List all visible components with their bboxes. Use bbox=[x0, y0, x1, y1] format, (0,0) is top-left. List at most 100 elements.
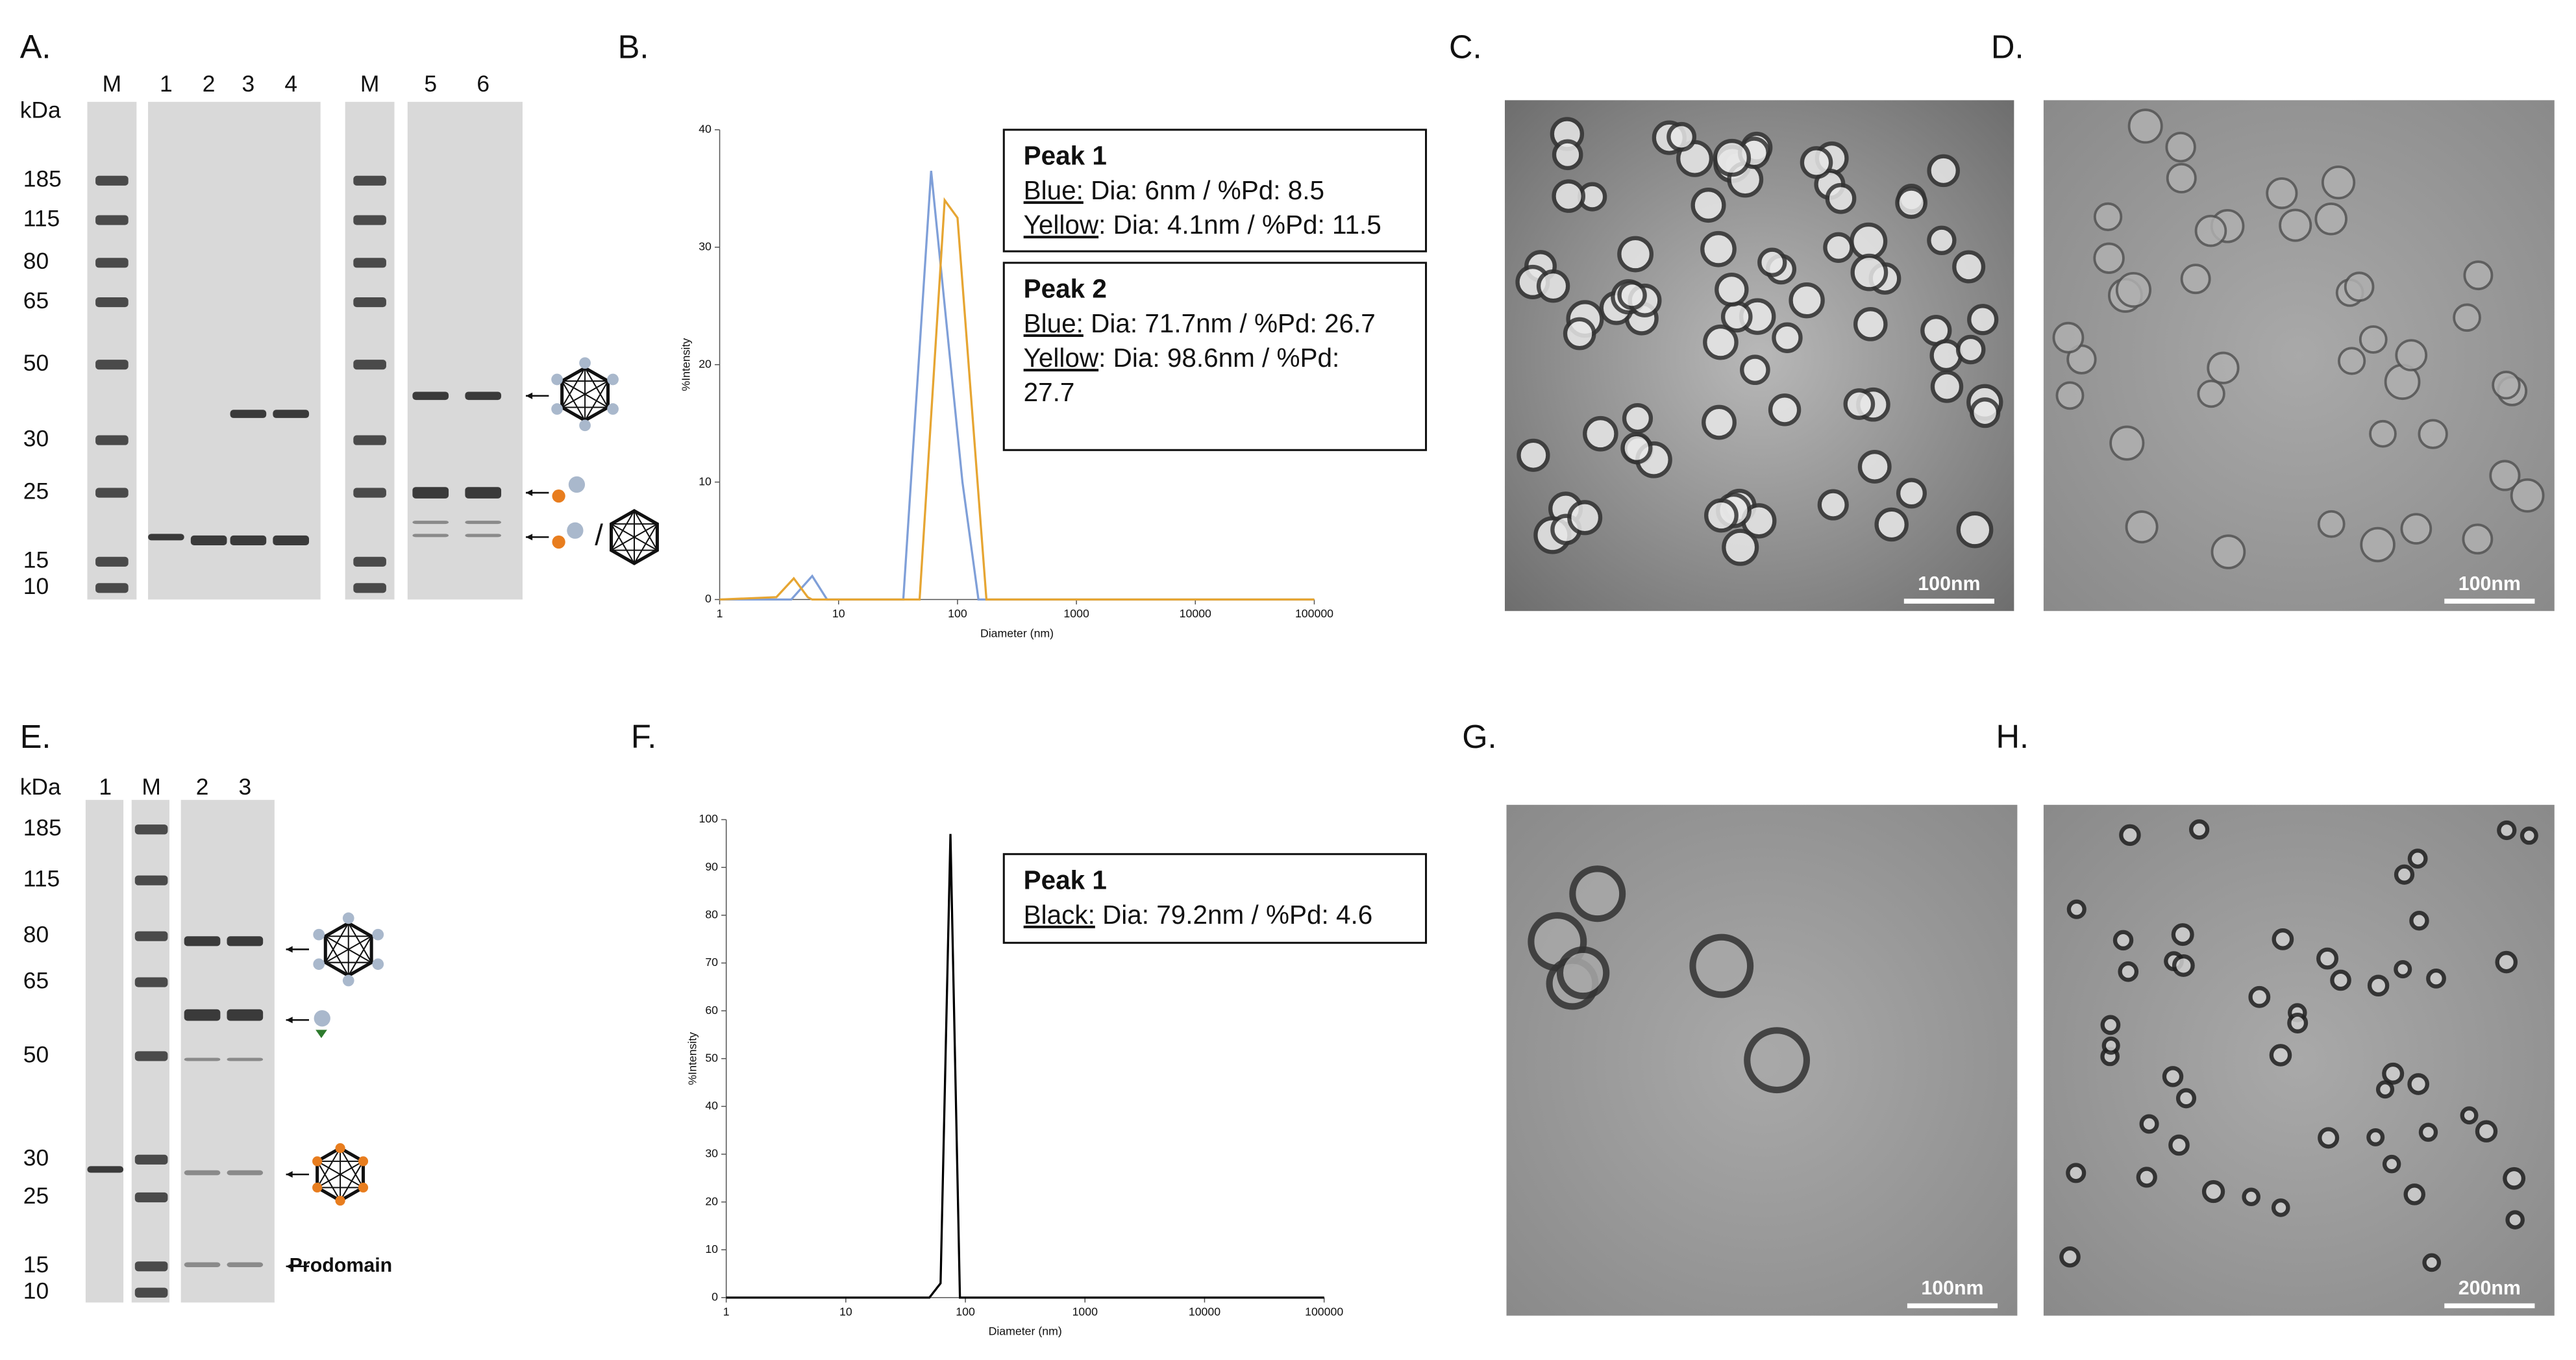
y-tick-label: 40 bbox=[705, 1099, 718, 1112]
particle bbox=[1970, 397, 2001, 428]
particle bbox=[2197, 379, 2225, 408]
marker-label: 65 bbox=[23, 288, 49, 314]
particle bbox=[2165, 131, 2196, 163]
particle bbox=[2314, 203, 2347, 236]
particle bbox=[2318, 1127, 2340, 1149]
x-tick-label: 1000 bbox=[1063, 607, 1089, 620]
marker-label: 15 bbox=[23, 547, 49, 573]
particle bbox=[2168, 1134, 2190, 1156]
scale-bar-label: 100nm bbox=[2458, 573, 2521, 595]
particle bbox=[2112, 930, 2134, 951]
y-tick-label: 40 bbox=[699, 123, 712, 136]
particle bbox=[1552, 139, 1583, 171]
annotation-text: Dia: 79.2nm / %Pd: 4.6 bbox=[1095, 900, 1372, 930]
marker-band bbox=[353, 556, 386, 567]
particle bbox=[2321, 165, 2356, 200]
particle bbox=[2136, 1167, 2157, 1188]
y-tick-label: 10 bbox=[699, 475, 712, 488]
particle bbox=[2505, 1210, 2525, 1230]
unit-label: kDa bbox=[20, 774, 61, 800]
protein-band bbox=[230, 410, 267, 418]
particle bbox=[1817, 489, 1849, 521]
particle bbox=[2139, 1114, 2159, 1134]
marker-band bbox=[95, 175, 129, 186]
annotation-text: Dia: 71.7nm / %Pd: 26.7 bbox=[1084, 308, 1376, 338]
protein-band bbox=[465, 487, 502, 499]
particle bbox=[2422, 1253, 2442, 1272]
particle bbox=[2316, 947, 2339, 970]
annotation-box bbox=[1002, 262, 1428, 451]
particle bbox=[1850, 253, 1889, 291]
particle bbox=[2337, 347, 2366, 375]
particle bbox=[1622, 402, 1653, 434]
y-axis-label: %Intensity bbox=[686, 1032, 699, 1085]
lane-label: 5 bbox=[424, 71, 437, 97]
particle bbox=[2059, 1246, 2081, 1268]
particle bbox=[2101, 1036, 2120, 1055]
particle bbox=[2172, 954, 2195, 977]
particle bbox=[1772, 322, 1803, 353]
lane-label: M bbox=[360, 71, 380, 97]
annotation-title: Peak 1 bbox=[1024, 141, 1107, 171]
gel bbox=[407, 101, 523, 600]
particle bbox=[2489, 460, 2521, 491]
particle bbox=[2175, 1088, 2197, 1109]
marker-band bbox=[95, 215, 129, 225]
particle bbox=[1927, 225, 1957, 255]
annotation-key: Yellow bbox=[1024, 343, 1099, 373]
gel bbox=[85, 800, 124, 1303]
particle bbox=[2207, 351, 2240, 384]
marker-label: 15 bbox=[23, 1252, 49, 1278]
particle bbox=[1722, 528, 1759, 566]
protein-band bbox=[148, 534, 184, 541]
marker-band bbox=[95, 435, 129, 445]
particle bbox=[1800, 146, 1833, 179]
y-tick-label: 80 bbox=[705, 908, 718, 921]
particle bbox=[1955, 334, 1986, 365]
particle bbox=[2248, 985, 2271, 1008]
marker-band bbox=[134, 1051, 168, 1061]
particle bbox=[2418, 1122, 2438, 1142]
panel-label: A. bbox=[20, 28, 51, 65]
particle bbox=[1930, 370, 1964, 403]
particle bbox=[2066, 1163, 2087, 1183]
marker-label: 50 bbox=[23, 350, 49, 376]
x-tick-label: 10 bbox=[832, 607, 845, 620]
particle bbox=[1757, 247, 1787, 277]
protein-band bbox=[227, 1057, 264, 1061]
marker-band bbox=[134, 1192, 168, 1203]
marker-band bbox=[95, 488, 129, 498]
marker-band bbox=[353, 175, 386, 186]
protein-band bbox=[184, 1057, 221, 1061]
particle bbox=[2359, 325, 2388, 354]
protein-band bbox=[227, 936, 264, 946]
marker-band bbox=[134, 1261, 168, 1272]
gel bbox=[180, 800, 275, 1303]
lane-label: 1 bbox=[99, 774, 112, 800]
x-tick-label: 1 bbox=[717, 607, 723, 620]
protein-band bbox=[87, 1166, 124, 1173]
particle bbox=[2055, 381, 2085, 410]
panel-label: D. bbox=[1991, 28, 2024, 65]
particle bbox=[2369, 419, 2397, 448]
annotation-title: Peak 2 bbox=[1024, 274, 1107, 304]
lane-label: 2 bbox=[203, 71, 216, 97]
protein-band bbox=[465, 534, 502, 538]
lane-label: 2 bbox=[196, 774, 209, 800]
annotation-text: : Dia: 98.6nm / %Pd: bbox=[1098, 343, 1339, 373]
marker-label: 185 bbox=[23, 815, 62, 841]
marker-band bbox=[134, 1154, 168, 1165]
band-annotation: Prodomain bbox=[290, 1255, 393, 1276]
icons: / bbox=[286, 357, 658, 1270]
lane-label: 1 bbox=[160, 71, 173, 97]
particle bbox=[1620, 432, 1653, 464]
particle bbox=[2194, 214, 2227, 247]
marker-label: 30 bbox=[23, 425, 49, 451]
particle bbox=[2460, 1106, 2479, 1125]
particle bbox=[2495, 950, 2518, 974]
marker-band bbox=[95, 258, 129, 268]
particle bbox=[2166, 162, 2197, 193]
y-axis-label: %Intensity bbox=[680, 338, 693, 391]
y-tick-label: 30 bbox=[699, 240, 712, 253]
y-tick-label: 20 bbox=[699, 357, 712, 370]
